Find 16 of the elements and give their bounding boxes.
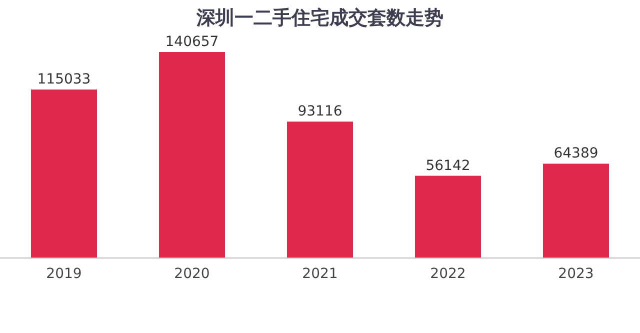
bar [159, 52, 225, 258]
bar [543, 164, 609, 258]
x-tick-label: 2021 [302, 266, 338, 282]
bar [287, 122, 353, 258]
x-tick-label: 2022 [430, 266, 466, 282]
data-label: 140657 [165, 34, 219, 50]
x-tick-label: 2023 [558, 266, 594, 282]
data-label: 64389 [554, 146, 598, 162]
data-label: 93116 [298, 104, 342, 120]
data-label: 56142 [426, 158, 470, 174]
x-tick-label: 2020 [174, 266, 210, 282]
x-tick-label: 2019 [46, 266, 82, 282]
bar [415, 176, 481, 258]
chart-title: 深圳一二手住宅成交套数走势 [196, 7, 444, 29]
data-label: 115033 [37, 72, 91, 88]
bar [31, 90, 97, 258]
